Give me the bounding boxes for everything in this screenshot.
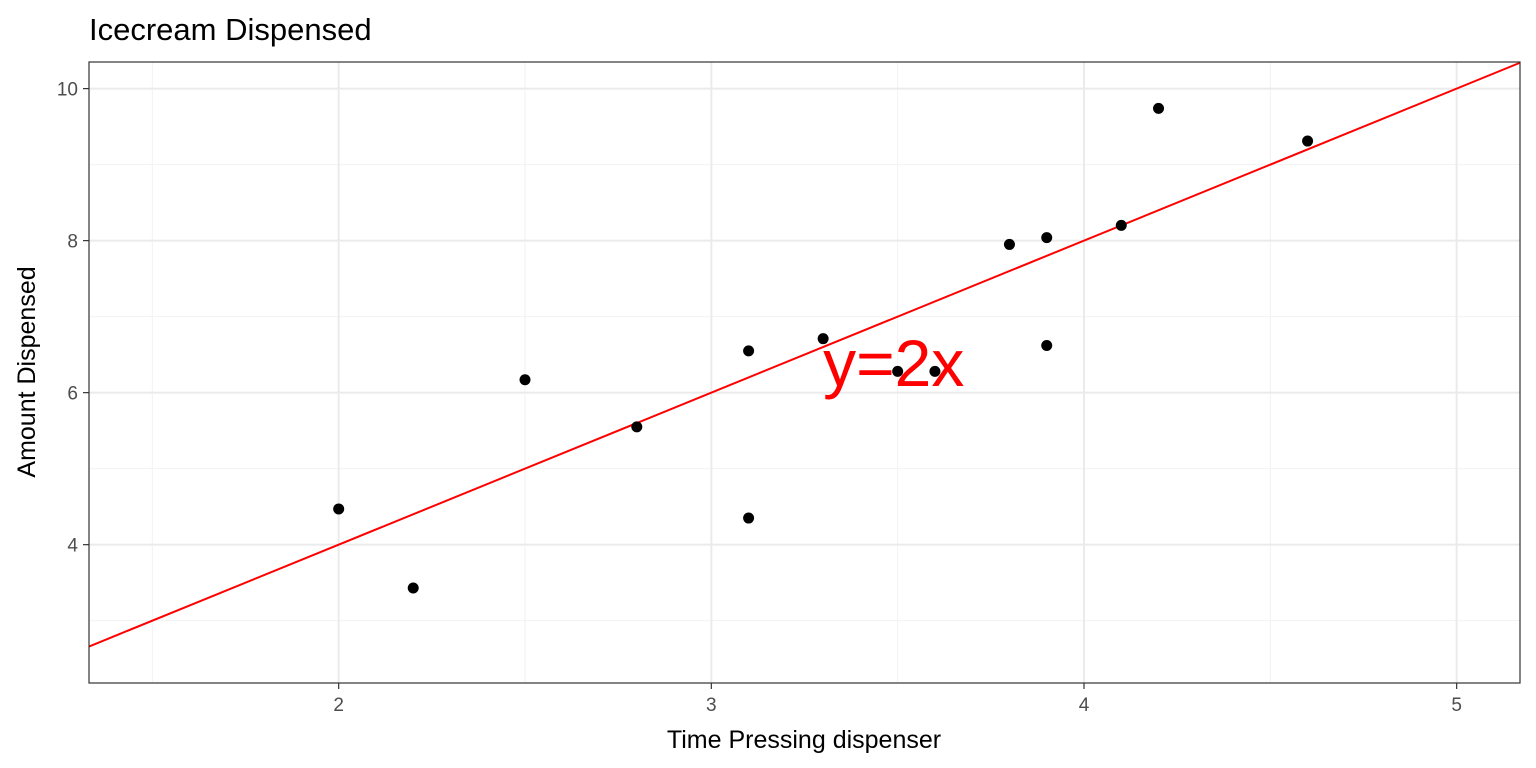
x-tick-label: 5 xyxy=(1451,695,1462,716)
y-tick-label: 10 xyxy=(57,80,78,101)
reference-line-group xyxy=(88,61,1521,648)
y-axis: 4 6 8 10 xyxy=(57,80,89,557)
x-tick-label: 2 xyxy=(333,695,344,716)
x-axis-title: Time Pressing dispenser xyxy=(667,726,941,754)
points-layer xyxy=(333,102,1314,594)
panel-background xyxy=(89,62,1520,683)
data-point xyxy=(817,333,829,345)
data-point xyxy=(929,365,941,377)
reference-line xyxy=(88,61,1521,648)
x-tick-label: 3 xyxy=(706,695,717,716)
data-point xyxy=(333,503,345,515)
y-tick-label: 6 xyxy=(67,384,78,405)
data-point xyxy=(1115,219,1127,231)
data-point xyxy=(743,345,755,357)
data-point xyxy=(407,582,419,594)
y-tick-label: 8 xyxy=(67,232,78,253)
data-point xyxy=(1003,238,1015,250)
data-point xyxy=(1153,102,1165,114)
data-point xyxy=(892,365,904,377)
data-point xyxy=(1041,340,1053,352)
panel-border xyxy=(88,61,1521,684)
grid-major xyxy=(89,62,1520,683)
annotation-layer: y=2x xyxy=(823,326,964,400)
data-point xyxy=(1041,232,1053,244)
data-point xyxy=(631,421,643,433)
y-tick-label: 4 xyxy=(67,536,78,557)
data-point xyxy=(1302,135,1314,147)
x-tick-label: 4 xyxy=(1079,695,1090,716)
grid-minor xyxy=(89,62,1520,683)
data-point xyxy=(743,512,755,524)
y-axis-title: Amount Dispensed xyxy=(13,266,41,477)
data-point xyxy=(519,374,531,386)
chart-title: Icecream Dispensed xyxy=(89,12,372,47)
x-axis: 2 3 4 5 xyxy=(333,683,1462,716)
annotation-label: y=2x xyxy=(823,326,964,400)
